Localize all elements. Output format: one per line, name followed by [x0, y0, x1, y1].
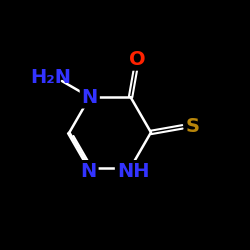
Text: H₂N: H₂N	[30, 68, 71, 87]
Text: O: O	[128, 50, 145, 69]
Text: S: S	[186, 116, 200, 136]
Text: NH: NH	[117, 162, 149, 181]
Text: N: N	[82, 88, 98, 106]
Text: N: N	[80, 162, 97, 181]
